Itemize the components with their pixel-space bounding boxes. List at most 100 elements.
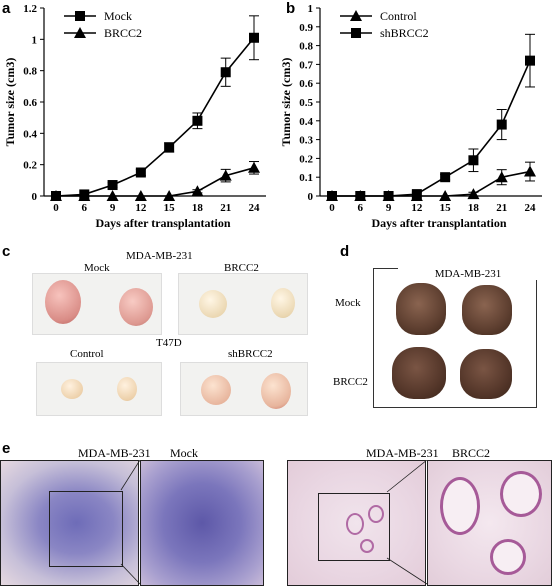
zoom-lines-left xyxy=(120,460,141,585)
y-tick-label: 0.8 xyxy=(23,66,37,78)
panel-d-row-mock: Mock xyxy=(335,297,361,309)
y-tick-label: 0.2 xyxy=(299,153,313,165)
panel-e-left-condition: Mock xyxy=(170,446,198,460)
tumor-photo-brcc2 xyxy=(178,273,308,335)
data-point xyxy=(191,185,204,197)
x-tick-label: 6 xyxy=(82,202,88,214)
data-point xyxy=(164,142,175,153)
panel-c-label-brcc2: BRCC2 xyxy=(224,262,259,274)
vessel xyxy=(500,471,542,517)
chart-a: 0 0.2 0.4 0.6 0.8 1 1.2 0 6 9 12 15 18 21 24 Days after… xyxy=(0,0,276,240)
y-tick-label: 0.4 xyxy=(23,128,37,140)
y-tick-label: 0 xyxy=(308,191,314,203)
panel-label-d: d xyxy=(340,243,350,260)
legend-label-brcc2: BRCC2 xyxy=(104,26,142,40)
vessel xyxy=(346,513,364,535)
data-point xyxy=(468,155,479,166)
y-tick-label: 0.6 xyxy=(299,78,313,90)
legend-marker xyxy=(351,28,361,38)
data-point xyxy=(439,190,452,201)
tumor-blob xyxy=(61,379,83,399)
tumor-blob xyxy=(261,373,291,409)
series-line xyxy=(56,167,255,197)
tumor-blob xyxy=(45,280,81,324)
data-point xyxy=(495,171,508,183)
data-point xyxy=(383,191,394,201)
x-tick-label: 0 xyxy=(53,202,59,214)
chart-b-svg: 0 0.1 0.2 0.3 0.4 0.5 0.6 0.7 0.8 0.9 1 0 6 9 12 15 18 21… xyxy=(279,3,542,230)
data-point xyxy=(524,165,536,177)
tumor-blob xyxy=(271,288,295,318)
legend-marker xyxy=(75,11,85,21)
panel-e-left-cell-line: MDA-MB-231 xyxy=(78,446,151,460)
data-point xyxy=(440,172,451,183)
x-tick-label: 9 xyxy=(110,202,116,214)
panel-c-cell-line-t47d: T47D xyxy=(156,337,182,349)
histology-brcc2-zoom xyxy=(427,460,552,586)
vessel xyxy=(368,505,384,523)
x-tick-label: 0 xyxy=(329,202,335,214)
legend-label-control: Control xyxy=(380,9,417,23)
vessel xyxy=(440,477,480,535)
data-point xyxy=(135,167,146,178)
y-tick-label: 0.2 xyxy=(23,160,37,172)
data-point xyxy=(355,191,366,201)
panel-label-c: c xyxy=(2,243,11,260)
y-tick-label: 0 xyxy=(32,191,38,203)
panel-label-a: a xyxy=(2,0,11,17)
panel-c-label-control: Control xyxy=(70,348,104,360)
data-point xyxy=(163,190,176,201)
x-tick-label: 24 xyxy=(525,202,537,214)
legend-marker xyxy=(350,10,362,21)
x-axis-label: Days after transplantation xyxy=(371,216,506,230)
y-tick-label: 0.7 xyxy=(299,59,313,71)
tumor-photo-mock xyxy=(32,273,162,335)
x-tick-label: 15 xyxy=(164,202,176,214)
chart-a-svg: 0 0.2 0.4 0.6 0.8 1 1.2 0 6 9 12 15 18 21 24 Days after… xyxy=(3,3,266,230)
data-point xyxy=(50,190,62,201)
legend-label-mock: Mock xyxy=(104,9,132,23)
y-tick-label: 1 xyxy=(32,34,38,46)
tumor-blob xyxy=(117,377,137,401)
x-tick-label: 9 xyxy=(386,202,392,214)
y-axis-label: Tumor size (cm3) xyxy=(3,58,17,147)
tumor-blob xyxy=(201,375,231,405)
tumor-blob xyxy=(199,290,227,318)
data-point xyxy=(134,190,147,201)
y-tick-label: 0.8 xyxy=(299,41,313,53)
panel-label-e: e xyxy=(2,440,11,457)
lung-sample xyxy=(396,283,446,335)
data-point xyxy=(220,67,231,78)
legend-marker xyxy=(74,27,86,38)
tumor-blob xyxy=(119,288,153,326)
data-point xyxy=(192,115,203,126)
panel-c-label-mock: Mock xyxy=(84,262,110,274)
y-tick-label: 0.9 xyxy=(299,22,313,34)
data-point xyxy=(219,169,232,181)
data-point xyxy=(467,188,480,200)
y-tick-label: 0.5 xyxy=(299,97,313,109)
lung-sample xyxy=(462,285,512,335)
lung-photo-frame xyxy=(373,268,537,408)
vessel xyxy=(490,539,526,575)
data-point xyxy=(248,161,260,173)
series-brcc2 xyxy=(50,161,260,201)
y-tick-label: 1 xyxy=(308,3,314,15)
y-tick-label: 0.6 xyxy=(23,97,37,109)
legend-label-shbrcc2: shBRCC2 xyxy=(380,26,429,40)
zoom-box xyxy=(49,491,123,567)
zoom-lines-right xyxy=(386,460,428,585)
lung-sample xyxy=(460,349,512,399)
x-tick-label: 24 xyxy=(249,202,261,214)
x-tick-label: 21 xyxy=(220,202,231,214)
x-tick-label: 15 xyxy=(440,202,452,214)
panel-c-label-shbrcc2: shBRCC2 xyxy=(228,348,273,360)
x-tick-label: 18 xyxy=(192,202,204,214)
zoom-box xyxy=(318,493,390,561)
x-tick-label: 12 xyxy=(411,202,423,214)
x-axis-label: Days after transplantation xyxy=(95,216,230,230)
histology-mock-overview xyxy=(0,460,139,586)
tumor-photo-shbrcc2 xyxy=(180,362,308,416)
x-tick-label: 6 xyxy=(358,202,364,214)
data-point xyxy=(496,119,507,130)
